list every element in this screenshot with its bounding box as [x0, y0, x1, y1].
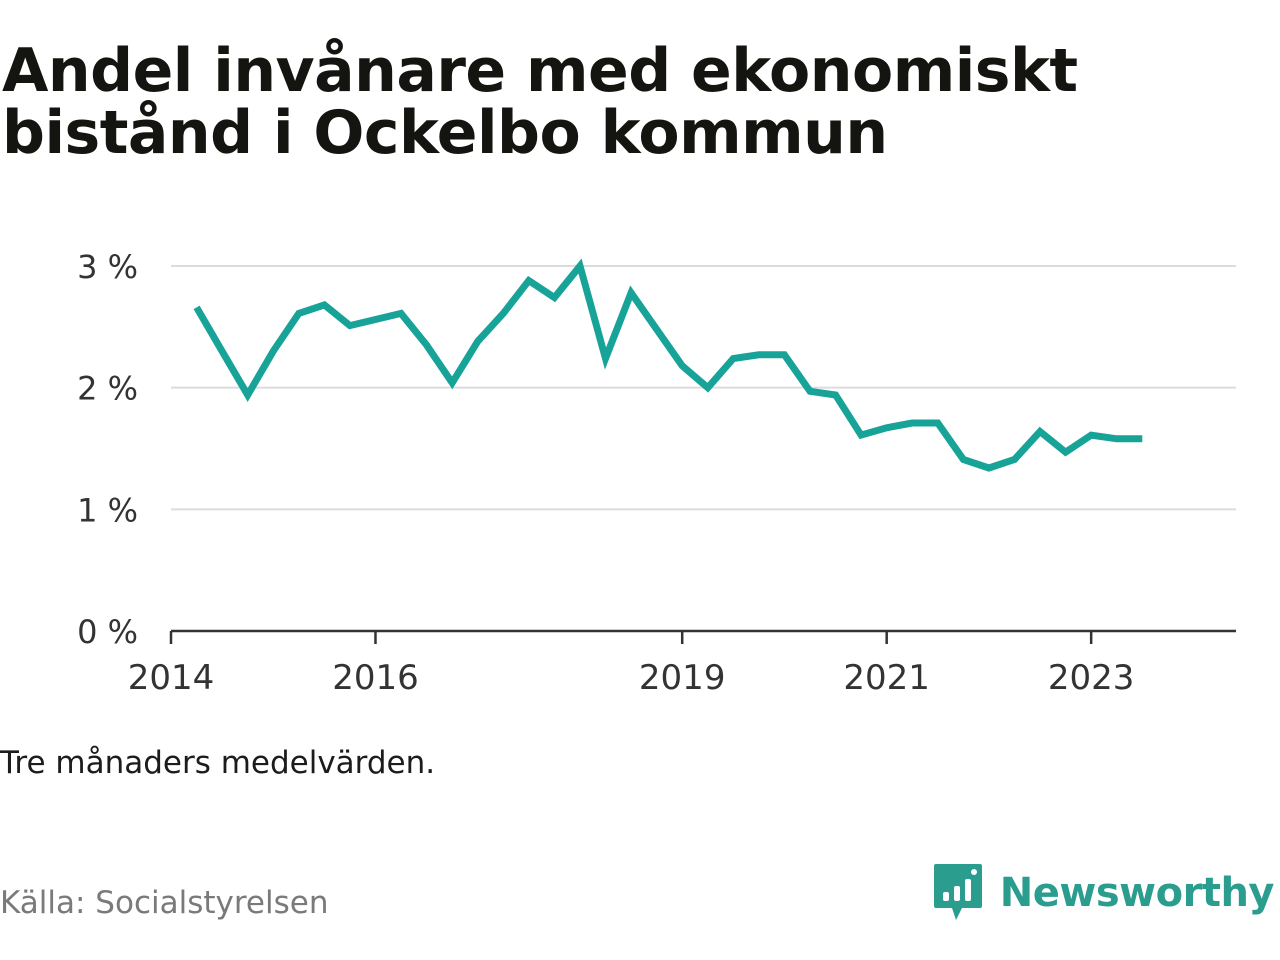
y-tick-label: 2 %: [77, 370, 138, 408]
y-tick-label: 1 %: [77, 491, 138, 529]
y-tick-label: 3 %: [77, 248, 138, 286]
y-tick-label: 0 %: [77, 613, 138, 651]
source-label: Källa: Socialstyrelsen: [0, 885, 329, 921]
brand-name: Newsworthy: [999, 870, 1275, 916]
x-tick-label: 2019: [639, 658, 726, 698]
x-axis: 2014 2016 2019 2021 2023: [128, 629, 1236, 698]
series-layer: [193, 258, 1143, 472]
chart-title: Andel invånare med ekonomiskt bistånd i …: [2, 36, 1078, 168]
x-tick-label: 2023: [1048, 658, 1135, 698]
chart-note: Tre månaders medelvärden.: [0, 745, 436, 781]
line-chart: 0 % 1 % 2 % 3 % 2014 2016 2019 2021 2023: [77, 248, 1236, 698]
series-line: [193, 258, 1143, 472]
brand-logo[interactable]: Newsworthy: [932, 862, 1275, 924]
x-tick-label: 2016: [332, 658, 419, 698]
y-axis: 0 % 1 % 2 % 3 %: [77, 248, 138, 651]
x-tick-label: 2021: [843, 658, 930, 698]
x-tick-label: 2014: [128, 658, 215, 698]
newsworthy-logo-icon: [933, 864, 982, 920]
